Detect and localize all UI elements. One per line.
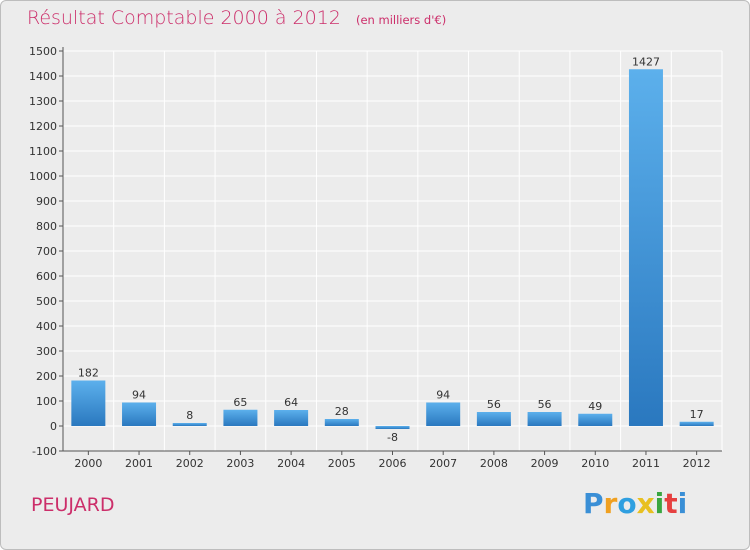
y-tick-label: 1300 xyxy=(29,95,57,108)
y-tick-label: 700 xyxy=(36,245,57,258)
logo-letter: t xyxy=(664,487,678,520)
value-label: 56 xyxy=(487,398,501,411)
value-label: 17 xyxy=(690,408,704,421)
chart-title: Résultat Comptable 2000 à 2012 xyxy=(27,7,341,29)
y-tick-label: -100 xyxy=(32,445,57,458)
y-tick-label: 300 xyxy=(36,345,57,358)
y-tick-label: 600 xyxy=(36,270,57,283)
y-tick-label: 1500 xyxy=(29,45,57,58)
logo-letter: P xyxy=(583,487,604,520)
x-tick-label: 2000 xyxy=(74,457,102,470)
x-tick-label: 2008 xyxy=(480,457,508,470)
bar-2000 xyxy=(71,380,106,426)
logo-letter: x xyxy=(636,487,655,520)
gridlines xyxy=(62,50,723,452)
chart-title-block: Résultat Comptable 2000 à 2012 (en milli… xyxy=(27,7,446,29)
x-tick-label: 2001 xyxy=(125,457,153,470)
y-tick-label: 800 xyxy=(36,220,57,233)
x-tick-label: 2003 xyxy=(226,457,254,470)
value-label: 65 xyxy=(233,396,247,409)
bar-2005 xyxy=(324,419,359,426)
bar-2004 xyxy=(274,410,309,426)
bars xyxy=(71,69,714,429)
x-tick-label: 2002 xyxy=(176,457,204,470)
labels: -100 0 100 200 300 400 500 600 700 800 900 1000 1100… xyxy=(29,45,711,470)
bar-2001 xyxy=(122,402,157,426)
x-tick-label: 2011 xyxy=(632,457,660,470)
y-tick-label: 0 xyxy=(50,420,57,433)
value-label: 64 xyxy=(284,396,298,409)
y-tick-label: 100 xyxy=(36,395,57,408)
x-tick-label: 2006 xyxy=(379,457,407,470)
axes xyxy=(59,47,722,455)
bar-2002 xyxy=(172,423,207,426)
chart-subtitle: (en milliers d'€) xyxy=(355,13,447,27)
y-tick-label: 200 xyxy=(36,370,57,383)
y-tick-label: 1000 xyxy=(29,170,57,183)
bar-2007 xyxy=(426,402,461,426)
y-tick-label: 1200 xyxy=(29,120,57,133)
x-tick-label: 2012 xyxy=(683,457,711,470)
x-tick-label: 2005 xyxy=(328,457,356,470)
value-label: 49 xyxy=(588,400,602,413)
logo-letter: r xyxy=(603,487,618,520)
x-tick-label: 2010 xyxy=(581,457,609,470)
logo-letter: o xyxy=(617,487,637,520)
bar-2009 xyxy=(527,412,562,426)
y-tick-label: 400 xyxy=(36,320,57,333)
proxiti-logo[interactable]: Proxiti xyxy=(583,487,687,520)
bar-2011 xyxy=(628,69,663,426)
logo-letter: i xyxy=(677,487,688,520)
y-tick-label: 1400 xyxy=(29,70,57,83)
value-label: 94 xyxy=(132,389,146,402)
logo-letter: i xyxy=(654,487,665,520)
y-tick-label: 500 xyxy=(36,295,57,308)
y-tick-label: 900 xyxy=(36,195,57,208)
value-label: 182 xyxy=(78,367,99,380)
bar-2008 xyxy=(476,412,511,426)
commune-name: PEUJARD xyxy=(31,494,115,516)
y-tick-label: 1100 xyxy=(29,145,57,158)
bar-2010 xyxy=(578,413,613,426)
value-label: 56 xyxy=(538,398,552,411)
x-tick-label: 2004 xyxy=(277,457,305,470)
value-label: 8 xyxy=(186,409,193,422)
bar-2006 xyxy=(375,426,410,429)
bar-2012 xyxy=(679,421,714,426)
bar-2003 xyxy=(223,409,258,426)
x-tick-label: 2009 xyxy=(531,457,559,470)
value-label: 1427 xyxy=(632,55,660,68)
value-label: -8 xyxy=(387,431,398,444)
value-label: 28 xyxy=(335,405,349,418)
x-tick-label: 2007 xyxy=(429,457,457,470)
value-label: 94 xyxy=(436,389,450,402)
